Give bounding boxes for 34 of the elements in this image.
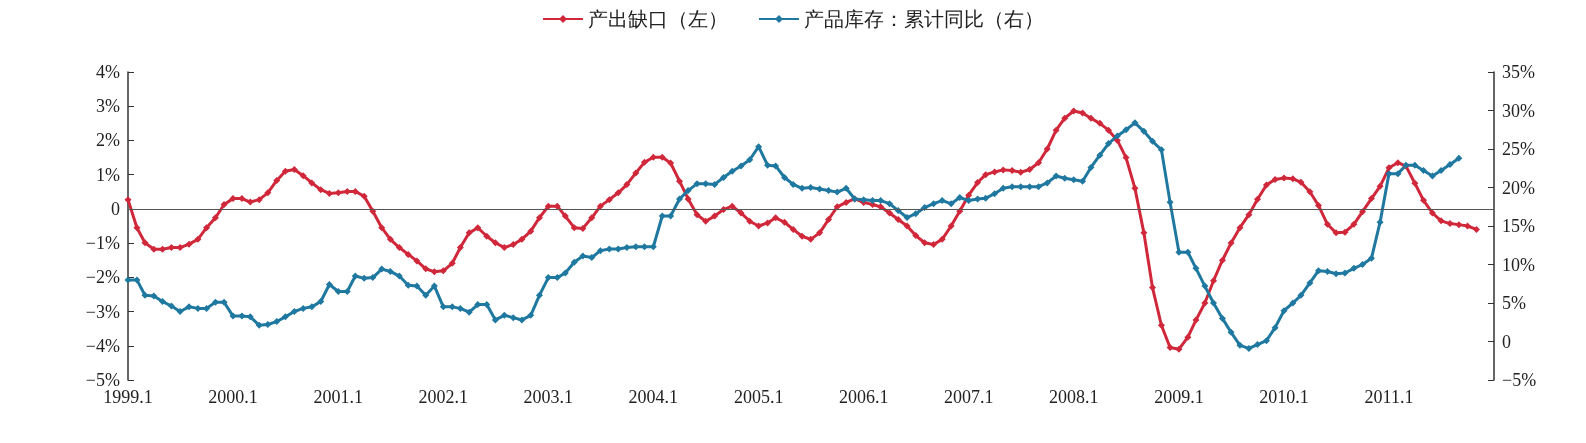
y2-tick-label: 25% xyxy=(1502,139,1535,159)
y2-tick-label: 10% xyxy=(1502,254,1535,275)
x-tick-label: 2000.1 xyxy=(208,387,258,407)
x-tick-label: 2002.1 xyxy=(418,387,469,407)
y-tick-label: 0 xyxy=(111,198,120,219)
x-tick-label: 2005.1 xyxy=(733,387,784,407)
x-tick-label: 2001.1 xyxy=(313,387,364,407)
x-tick-label: 2006.1 xyxy=(838,387,889,407)
y2-tick-label: −5% xyxy=(1502,370,1537,390)
y2-tick-label: 35% xyxy=(1502,62,1535,82)
y-tick-label: 2% xyxy=(96,130,120,151)
x-tick-label: 2010.1 xyxy=(1259,387,1309,407)
y-tick-label: 1% xyxy=(96,164,120,185)
x-tick-label: 2003.1 xyxy=(523,387,574,407)
x-tick-label: 2009.1 xyxy=(1154,387,1204,407)
x-tick-label: 2008.1 xyxy=(1048,387,1099,407)
legend-label: 产出缺口（左） xyxy=(588,8,728,30)
y2-tick-label: 30% xyxy=(1502,100,1535,121)
y-tick-label: −2% xyxy=(85,267,120,288)
x-tick-label: 2011.1 xyxy=(1364,387,1414,407)
y2-tick-label: 20% xyxy=(1502,177,1535,198)
y-tick-label: −4% xyxy=(85,335,120,356)
x-tick-label: 2004.1 xyxy=(628,387,679,407)
y-tick-label: −5% xyxy=(85,370,120,390)
legend-label: 产品库存：累计同比（右） xyxy=(804,8,1044,30)
y-tick-label: −3% xyxy=(85,301,120,322)
x-tick-label: 2007.1 xyxy=(943,387,994,407)
y2-tick-label: 0 xyxy=(1502,331,1511,352)
y-tick-label: −1% xyxy=(85,233,120,254)
y-tick-label: 4% xyxy=(96,62,120,82)
x-tick-label: 1999.1 xyxy=(103,387,153,407)
y2-tick-label: 5% xyxy=(1502,293,1526,313)
y-tick-label: 3% xyxy=(96,96,120,117)
y2-tick-label: 15% xyxy=(1502,216,1535,236)
